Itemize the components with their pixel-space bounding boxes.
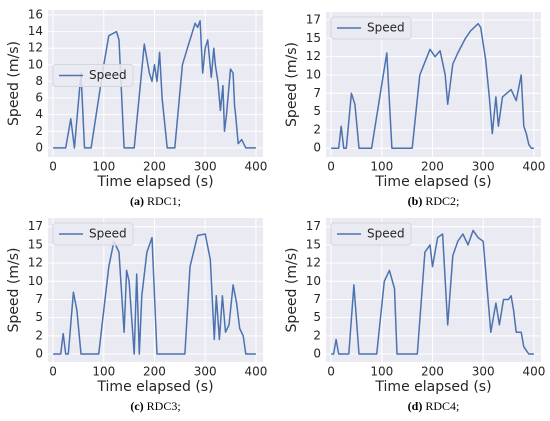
- speed-line: [53, 20, 256, 149]
- x-tick-label: 300: [194, 365, 217, 379]
- y-tick-label: 10: [28, 57, 43, 71]
- y-tick-label: 14: [28, 24, 43, 38]
- caption-text: RDC4;: [425, 399, 459, 413]
- y-axis-title: Speed (m/s): [284, 248, 300, 333]
- y-tick-label: 12: [306, 49, 321, 63]
- x-tick-label: 200: [421, 365, 444, 379]
- y-axis-title: Speed (m/s): [284, 42, 300, 127]
- x-tick-label: 100: [92, 160, 115, 174]
- caption-label: (a): [130, 194, 144, 208]
- x-tick-label: 300: [194, 160, 217, 174]
- x-tick-label: 100: [370, 365, 393, 379]
- speed-line: [331, 22, 534, 149]
- x-tick-label: 100: [370, 160, 393, 174]
- panel: 0 2 5 7 10 12 15 17 0 100 200 300 400 Time elapsed (s…: [6, 218, 267, 413]
- legend-label: Speed: [367, 227, 405, 241]
- caption: (a) RDC1;: [130, 194, 181, 208]
- y-tick-label: 0: [35, 347, 43, 361]
- y-tick-label: 16: [28, 7, 43, 21]
- y-tick-label: 4: [35, 107, 43, 121]
- x-tick-label: 400: [244, 365, 267, 379]
- panel: 0 2 5 7 10 12 15 17 0 100 200 300 400 Time elapsed (s…: [284, 218, 545, 413]
- x-tick-label: 300: [472, 160, 495, 174]
- y-tick-label: 10: [28, 274, 43, 288]
- y-axis-title: Speed (m/s): [6, 41, 22, 126]
- y-tick-label: 7: [313, 292, 321, 306]
- y-tick-label: 2: [35, 328, 43, 342]
- x-tick-label: 400: [522, 160, 545, 174]
- panel: 0 2 4 6 8 10 12 14 16 0 100 200 300 400 Time elapsed (…: [6, 7, 267, 207]
- y-tick-label: 0: [35, 140, 43, 154]
- panel: 0 2 5 7 10 12 15 17 0 100 200 300 400 Time elapsed (s…: [284, 12, 545, 208]
- x-tick-label: 0: [49, 160, 57, 174]
- y-tick-label: 0: [313, 141, 321, 155]
- caption: (c) RDC3;: [130, 399, 180, 413]
- x-tick-label: 200: [421, 160, 444, 174]
- y-tick-label: 2: [313, 122, 321, 136]
- x-axis-title: Time elapsed (s): [374, 379, 491, 395]
- y-tick-label: 12: [28, 256, 43, 270]
- y-tick-label: 5: [313, 310, 321, 324]
- caption: (d) RDC4;: [408, 399, 460, 413]
- x-tick-label: 0: [327, 160, 335, 174]
- legend-box: [330, 222, 412, 246]
- y-tick-label: 5: [35, 310, 43, 324]
- y-tick-label: 6: [35, 91, 43, 105]
- legend-box: [330, 16, 412, 40]
- x-axis-title: Time elapsed (s): [374, 174, 491, 190]
- y-tick-label: 15: [28, 237, 43, 251]
- y-tick-label: 0: [313, 347, 321, 361]
- legend-box: [52, 222, 134, 246]
- y-tick-label: 15: [306, 237, 321, 251]
- x-tick-label: 300: [472, 365, 495, 379]
- caption-text: RDC2;: [425, 194, 459, 208]
- x-tick-label: 200: [143, 365, 166, 379]
- y-tick-label: 7: [35, 292, 43, 306]
- y-tick-label: 5: [313, 104, 321, 118]
- x-tick-label: 400: [522, 365, 545, 379]
- x-axis-title: Time elapsed (s): [96, 174, 213, 190]
- y-tick-label: 17: [306, 13, 321, 27]
- caption: (b) RDC2;: [408, 194, 460, 208]
- x-tick-label: 200: [143, 160, 166, 174]
- y-tick-label: 12: [306, 256, 321, 270]
- x-tick-label: 0: [49, 365, 57, 379]
- speed-line: [53, 233, 256, 355]
- x-tick-label: 400: [244, 160, 267, 174]
- y-tick-label: 17: [306, 219, 321, 233]
- legend-label: Speed: [89, 227, 127, 241]
- y-tick-label: 15: [306, 31, 321, 45]
- x-tick-label: 100: [92, 365, 115, 379]
- y-axis-title: Speed (m/s): [6, 248, 22, 333]
- caption-text: RDC1;: [147, 194, 181, 208]
- caption-label: (d): [408, 399, 423, 413]
- y-tick-label: 10: [306, 67, 321, 81]
- y-tick-label: 2: [35, 124, 43, 138]
- caption-text: RDC3;: [147, 399, 181, 413]
- x-tick-label: 0: [327, 365, 335, 379]
- x-axis-title: Time elapsed (s): [96, 379, 213, 395]
- y-tick-label: 10: [306, 274, 321, 288]
- caption-label: (c): [130, 399, 143, 413]
- y-tick-label: 17: [28, 219, 43, 233]
- y-tick-label: 8: [35, 74, 43, 88]
- caption-label: (b): [408, 194, 423, 208]
- speed-line: [331, 229, 534, 355]
- legend-box: [52, 64, 134, 87]
- legend-label: Speed: [367, 21, 405, 35]
- y-tick-label: 2: [313, 328, 321, 342]
- legend-label: Speed: [89, 68, 127, 82]
- y-tick-label: 7: [313, 86, 321, 100]
- y-tick-label: 12: [28, 41, 43, 55]
